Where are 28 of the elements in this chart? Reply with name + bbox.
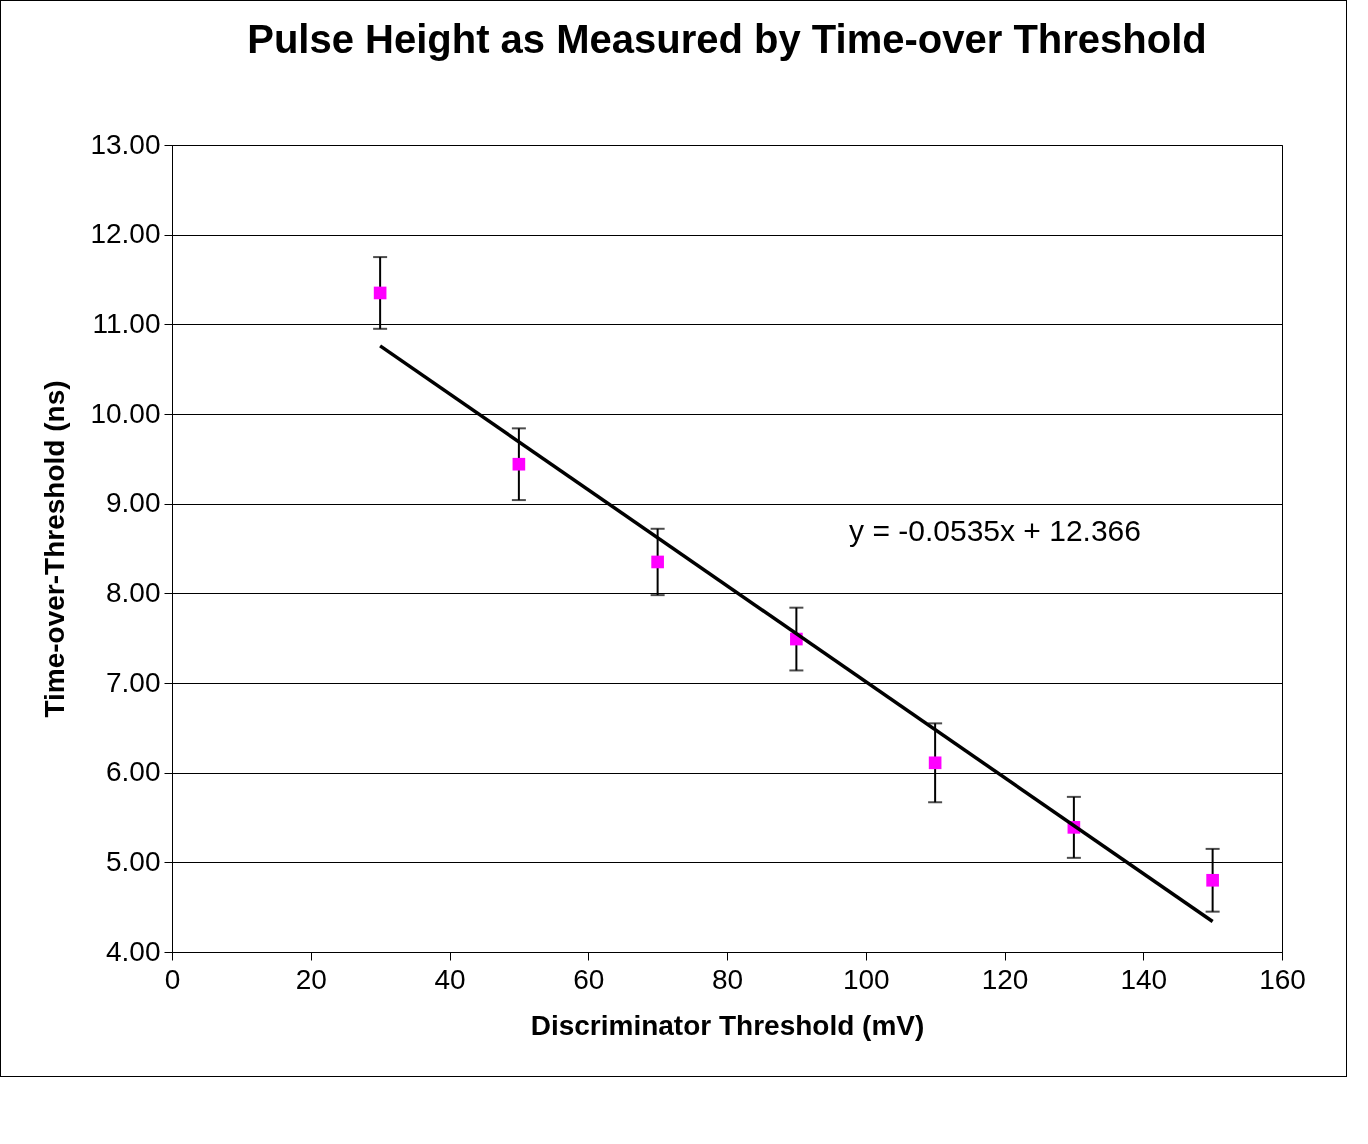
x-tick-label: 160: [1259, 963, 1306, 995]
point: [1206, 873, 1219, 887]
chart-title: Pulse Height as Measured by Time-over Threshold: [247, 17, 1207, 61]
point: [651, 555, 664, 569]
x-tick-label: 140: [1120, 963, 1168, 995]
y-tick-label: 13.00: [90, 128, 161, 160]
x-tick-label: 120: [981, 963, 1029, 995]
x-tick-label: 40: [434, 963, 466, 995]
annotation: y = -0.0535x + 12.366: [849, 514, 1141, 548]
y-tick-label: 9.00: [106, 487, 161, 519]
point: [373, 286, 387, 300]
x-tick-label: 80: [711, 963, 744, 995]
y-tick-label: 10.00: [90, 397, 161, 429]
x-tick-label: 20: [295, 963, 327, 995]
y-tick-label: 11.00: [92, 307, 161, 339]
x-tick-label: 100: [842, 963, 890, 995]
x-tick-label: 60: [573, 963, 605, 995]
y-tick-label: 12.00: [90, 218, 161, 250]
x-axis-title: Discriminator Threshold (mV): [530, 1009, 925, 1041]
point: [928, 756, 942, 770]
y-tick-label: 5.00: [106, 845, 161, 877]
x-tick-label: 0: [164, 963, 181, 995]
point: [512, 457, 526, 471]
y-tick-label: 6.00: [106, 756, 161, 788]
y-tick-label: 4.00: [106, 935, 161, 967]
y-axis-title: Time-over-Threshold (ns): [39, 380, 71, 718]
y-tick-label: 8.00: [106, 576, 161, 608]
y-tick-label: 7.00: [106, 666, 161, 698]
